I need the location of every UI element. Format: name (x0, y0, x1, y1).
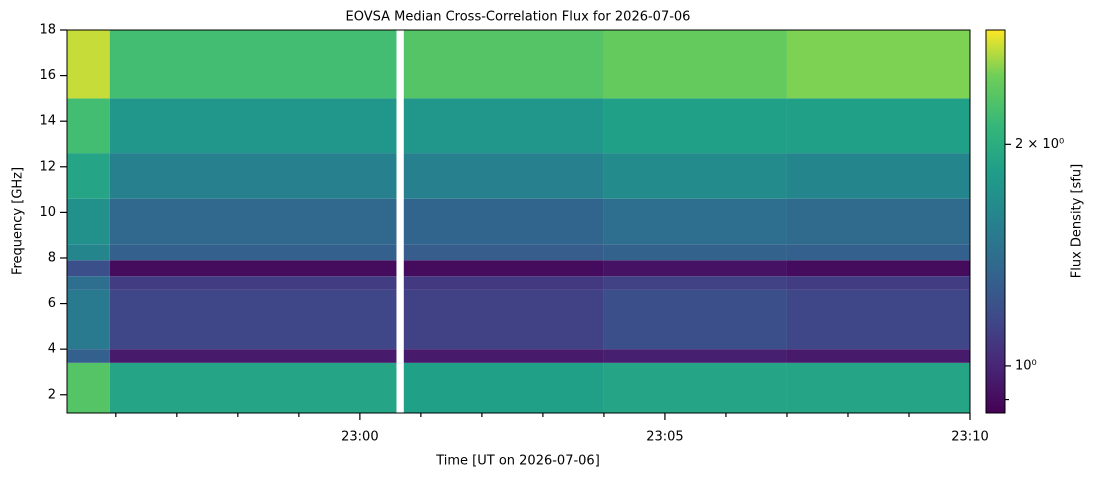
heatmap-cell (109, 260, 397, 277)
y-tick-label: 6 (48, 296, 56, 311)
heatmap-cell (403, 153, 604, 199)
colorbar-tick-label: 10⁰ (1015, 358, 1037, 373)
y-tick-label: 10 (39, 205, 56, 220)
heatmap-cell (603, 153, 787, 199)
heatmap-cell (603, 198, 787, 245)
heatmap-cell (109, 153, 397, 199)
x-tick-label: 23:05 (646, 430, 683, 445)
heatmap-cell (603, 244, 787, 261)
heatmap-cell (67, 30, 110, 99)
y-axis-label: Frequency [GHz] (11, 167, 26, 275)
heatmap-cell (109, 349, 397, 363)
heatmap-cell (603, 289, 787, 350)
plot-frame (66, 29, 971, 414)
heatmap-cell (603, 260, 787, 277)
x-tick-label: 23:10 (951, 430, 988, 445)
heatmap-cell (403, 349, 604, 363)
chart-title: EOVSA Median Cross-Correlation Flux for … (346, 10, 691, 25)
heatmap-cell (109, 362, 397, 413)
y-tick-label: 18 (39, 23, 56, 38)
heatmap-cell (67, 98, 110, 154)
x-tick-label: 23:00 (341, 430, 378, 445)
heatmap-cell (403, 260, 604, 277)
heatmap-cell (67, 362, 110, 413)
heatmap-cell (67, 349, 110, 363)
heatmap-cell (403, 276, 604, 290)
heatmap-cell (109, 30, 397, 99)
heatmap-cell (603, 30, 787, 99)
y-tick-label: 2 (48, 387, 56, 402)
y-tick-label: 12 (39, 159, 56, 174)
heatmap-cell (786, 260, 970, 277)
heatmap-cell (603, 98, 787, 154)
heatmap-cell (786, 198, 970, 245)
heatmap-cell (786, 289, 970, 350)
heatmap-cell (67, 289, 110, 350)
heatmap-cell (109, 289, 397, 350)
colorbar-label: Flux Density [sfu] (1070, 164, 1085, 278)
heatmap-cell (109, 98, 397, 154)
heatmap-cell (786, 30, 970, 99)
heatmap-cell (786, 98, 970, 154)
heatmap-cell (403, 98, 604, 154)
heatmap-cell (603, 276, 787, 290)
heatmap-cell (403, 362, 604, 413)
heatmap-cell (67, 244, 110, 261)
heatmap-cell (67, 276, 110, 290)
heatmap-cell (786, 362, 970, 413)
heatmap-cell (403, 30, 604, 99)
heatmap-cell (403, 244, 604, 261)
heatmap-cell (403, 289, 604, 350)
colorbar-tick-label: 2 × 10⁰ (1015, 137, 1064, 152)
heatmap-cell (786, 276, 970, 290)
heatmap-cell (603, 349, 787, 363)
heatmap-cell (403, 198, 604, 245)
y-tick-label: 16 (39, 68, 56, 83)
y-tick-label: 8 (48, 250, 56, 265)
colorbar (985, 29, 1006, 414)
heatmap-cell (603, 362, 787, 413)
heatmap-cell (109, 198, 397, 245)
heatmap-cell (786, 244, 970, 261)
heatmap-cell (67, 260, 110, 277)
heatmap-cell (786, 349, 970, 363)
heatmap-cell (67, 198, 110, 245)
y-tick-label: 4 (48, 342, 56, 357)
heatmap-cell (786, 153, 970, 199)
x-axis-label: Time [UT on 2026-07-06] (435, 454, 600, 469)
heatmap-cell (67, 153, 110, 199)
y-tick-label: 14 (39, 114, 56, 129)
heatmap-cell (109, 244, 397, 261)
heatmap-cell (109, 276, 397, 290)
